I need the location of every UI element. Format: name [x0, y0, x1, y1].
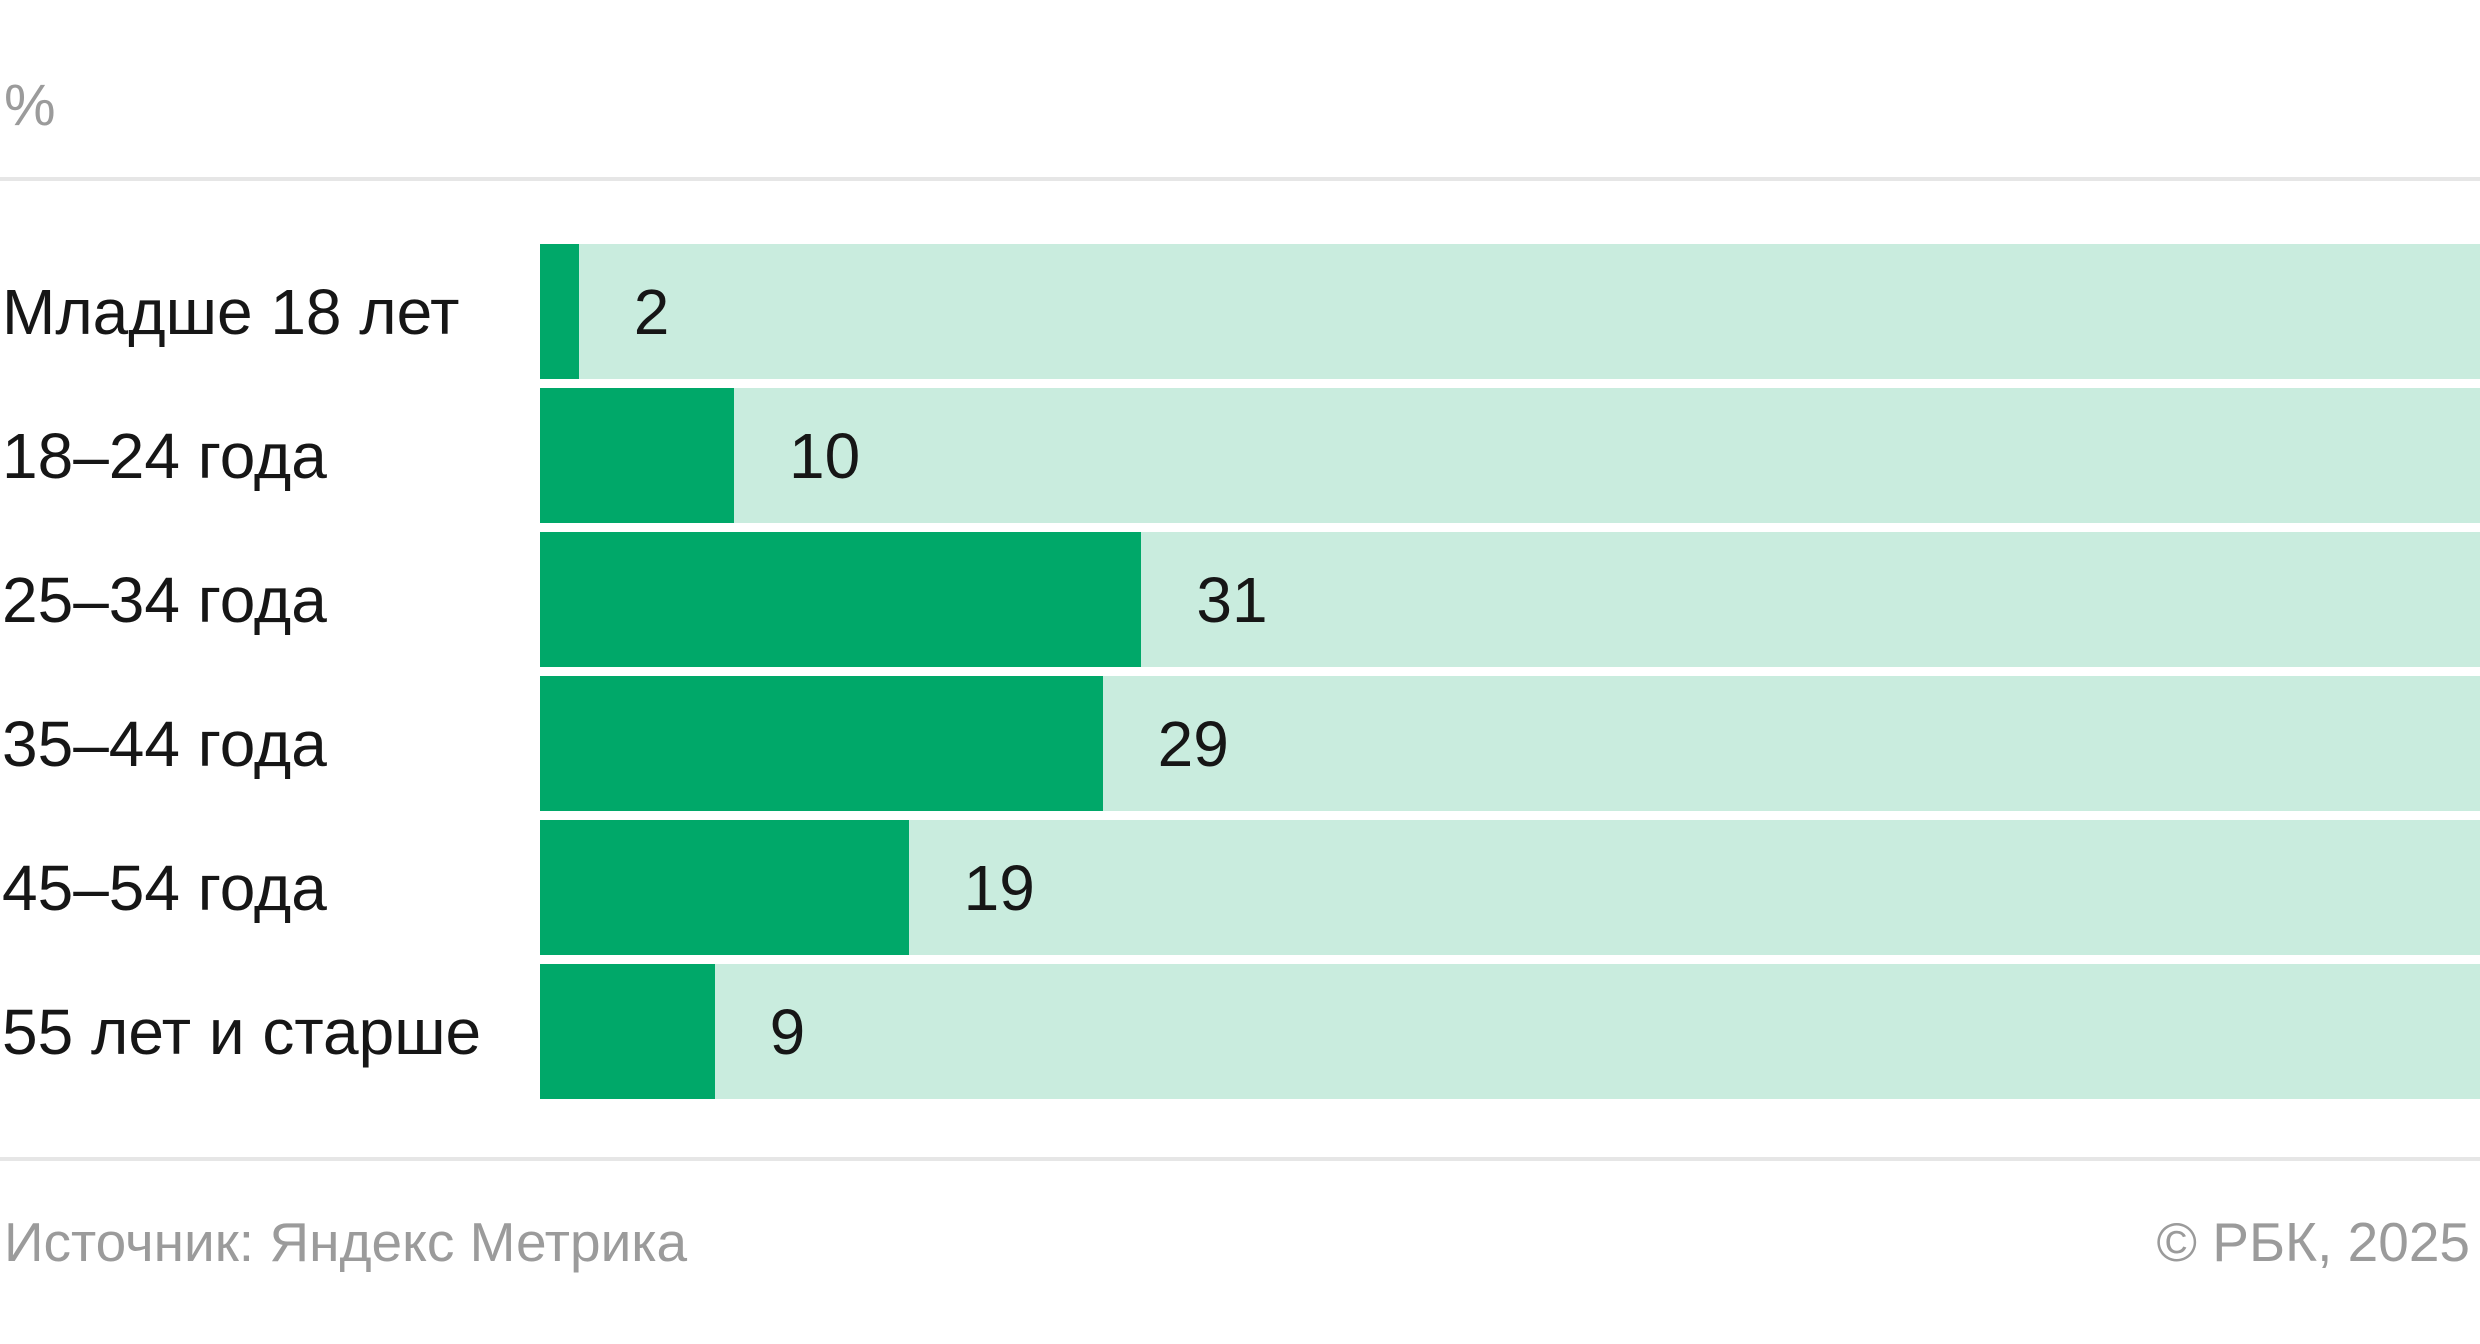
bar-row: 55 лет и старше 9 — [0, 964, 2480, 1099]
chart-header: % — [0, 0, 2480, 181]
bar-row: 25–34 года 31 — [0, 532, 2480, 667]
bar-segment — [540, 532, 1142, 667]
value-label: 10 — [789, 419, 861, 492]
value-label: 9 — [769, 995, 806, 1068]
bar-segment — [540, 820, 909, 955]
bar-track: 31 — [540, 532, 2480, 667]
value-label: 19 — [963, 851, 1035, 924]
category-label: 25–34 года — [2, 563, 327, 636]
bar-row: 35–44 года 29 — [0, 676, 2480, 811]
bar-row: Младше 18 лет 2 — [0, 244, 2480, 379]
category-label: 18–24 года — [2, 419, 327, 492]
category-label: 55 лет и старше — [2, 995, 482, 1068]
value-label: 29 — [1157, 707, 1229, 780]
bar-track: 2 — [540, 244, 2480, 379]
axis-unit-label: % — [4, 73, 56, 138]
category-label: 35–44 года — [2, 707, 327, 780]
category-label: Младше 18 лет — [2, 275, 460, 348]
value-label: 2 — [633, 275, 670, 348]
bar-track: 9 — [540, 964, 2480, 1099]
bar-segment — [540, 964, 715, 1099]
bar-track: 10 — [540, 388, 2480, 523]
chart-footer: Источник: Яндекс Метрика © РБК, 2025 — [0, 1157, 2480, 1275]
bar-segment — [540, 244, 579, 379]
category-label: 45–54 года — [2, 851, 327, 924]
bar-row: 45–54 года 19 — [0, 820, 2480, 955]
bar-segment — [540, 388, 734, 523]
bar-track: 19 — [540, 820, 2480, 955]
source-label: Источник: Яндекс Метрика — [4, 1211, 688, 1273]
bar-chart: Младше 18 лет 2 18–24 года 10 25–34 года 31 35… — [0, 244, 2480, 1099]
copyright-label: © РБК, 2025 — [2156, 1211, 2470, 1273]
value-label: 31 — [1196, 563, 1268, 636]
bar-track: 29 — [540, 676, 2480, 811]
bar-segment — [540, 676, 1103, 811]
bar-row: 18–24 года 10 — [0, 388, 2480, 523]
